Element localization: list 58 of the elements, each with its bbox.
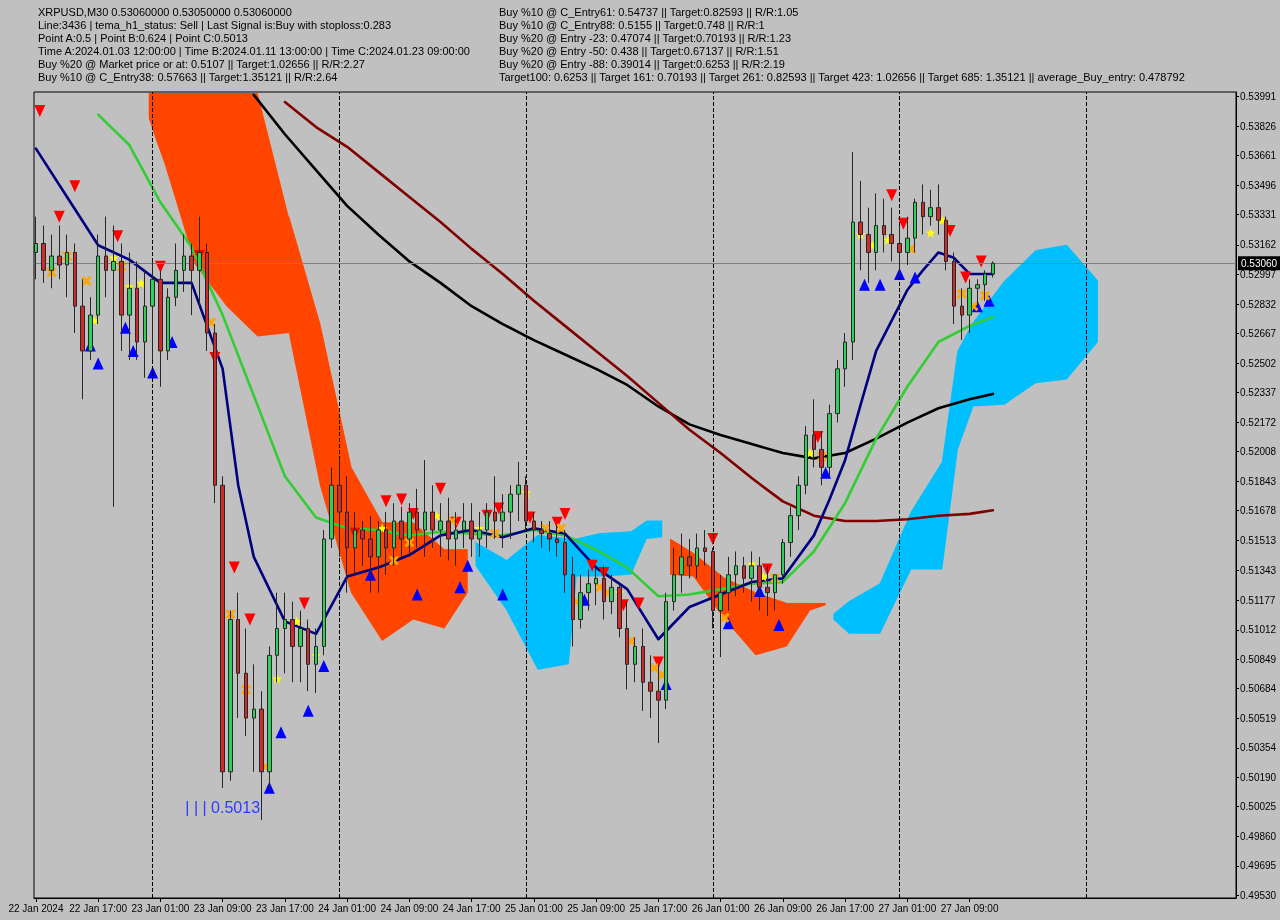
- x-tick-label: 26 Jan 09:00: [753, 902, 813, 914]
- y-tick-label: 0.52172: [1240, 416, 1277, 428]
- x-tick-label: 24 Jan 01:00: [318, 902, 377, 914]
- y-tick-label: 0.49695: [1240, 860, 1277, 872]
- y-tick-label: 0.51177: [1240, 594, 1276, 606]
- y-tick-label: 0.50849: [1240, 653, 1277, 665]
- y-tick-label: 0.52502: [1240, 357, 1277, 369]
- x-tick-label: 25 Jan 17:00: [629, 902, 688, 914]
- chart-title: XRPUSD,M30 0.53060000 0.53050000 0.53060000: [38, 5, 292, 18]
- text: Target100: 0.6253 || Target 161: 0.70193 || Target 261: 0.82593 || Target 423: 1.02656 || Target 685: 1.35121 || average_Buy_entry: 0.478792: [498, 70, 1185, 83]
- y-tick-label: 0.50684: [1240, 683, 1277, 695]
- y-tick-label: 0.51343: [1240, 565, 1277, 577]
- x-tick-label: 25 Jan 01:00: [504, 902, 564, 914]
- y-tick-label: 0.52008: [1240, 446, 1277, 458]
- y-tick-label: 0.53826: [1240, 120, 1277, 132]
- x-tick-label: 23 Jan 01:00: [131, 902, 190, 914]
- x-tick-label: 24 Jan 17:00: [442, 902, 501, 914]
- y-tick-label: 0.51012: [1240, 624, 1277, 636]
- y-tick-label: 0.52997: [1240, 268, 1277, 280]
- x-tick-label: 27 Jan 01:00: [878, 902, 937, 914]
- text: Buy %20 @ Entry -50: 0.438 || Target:0.67137 || R/R:1.51: [498, 44, 779, 57]
- y-tick-label: 0.53661: [1240, 150, 1277, 162]
- text: Buy %10 @ C_Entry38: 0.57663 || Target:1.35121 || R/R:2.64: [38, 70, 338, 83]
- text: Buy %20 @ Entry -88: 0.39014 || Target:0.6253 || R/R:2.19: [498, 57, 785, 70]
- annotation: | | | 0.5013: [185, 799, 261, 817]
- text: Buy %10 @ C_Entry61: 0.54737 || Target:0.82593 || R/R:1.05: [498, 5, 799, 18]
- x-tick-label: 26 Jan 17:00: [816, 902, 875, 914]
- x-tick-label: 26 Jan 01:00: [691, 902, 750, 914]
- y-tick-label: 0.53991: [1240, 90, 1277, 102]
- y-tick-label: 0.53162: [1240, 239, 1277, 251]
- text: Buy %20 @ Entry -23: 0.47074 || Target:0.70193 || R/R:1.23: [498, 31, 792, 44]
- y-tick-label: 0.50519: [1240, 712, 1277, 724]
- y-tick-label: 0.51513: [1240, 534, 1277, 546]
- x-tick-label: 22 Jan 17:00: [69, 902, 128, 914]
- y-tick-label: 0.49860: [1240, 830, 1277, 842]
- y-tick-label: 0.51843: [1240, 475, 1277, 487]
- y-tick-label: 0.52667: [1240, 328, 1277, 340]
- y-tick-label: 0.53496: [1240, 179, 1277, 191]
- text: Buy %10 @ C_Entry88: 0.5155 || Target:0.748 || R/R:1: [498, 18, 765, 31]
- text: Point A:0.5 | Point B:0.624 | Point C:0.5013: [38, 31, 248, 44]
- y-tick-label: 0.50190: [1240, 771, 1277, 783]
- x-tick-label: 24 Jan 09:00: [380, 902, 439, 914]
- text: Time A:2024.01.03 12:00:00 | Time B:2024.01.11 13:00:00 | Time C:2024.01.23 09:00:00: [38, 44, 470, 57]
- ref-line-label: 0.53060: [1241, 257, 1278, 269]
- x-tick-label: 22 Jan 2024: [8, 902, 64, 914]
- x-tick-label: 27 Jan 09:00: [940, 902, 999, 914]
- y-tick-label: 0.52832: [1240, 298, 1277, 310]
- y-tick-label: 0.49530: [1240, 889, 1277, 901]
- y-tick-label: 0.50354: [1240, 742, 1277, 754]
- text: Line:3436 | tema_h1_status: Sell | Last Signal is:Buy with stoploss:0.283: [38, 18, 392, 31]
- y-tick-label: 0.53331: [1240, 209, 1277, 221]
- text: Buy %20 @ Market price or at: 0.5107 || Target:1.02656 || R/R:2.27: [38, 57, 365, 70]
- x-tick-label: 25 Jan 09:00: [567, 902, 626, 914]
- x-tick-label: 23 Jan 17:00: [255, 902, 315, 914]
- y-tick-label: 0.51678: [1240, 505, 1277, 517]
- x-tick-label: 23 Jan 09:00: [193, 902, 253, 914]
- y-tick-label: 0.50025: [1240, 801, 1277, 813]
- y-tick-label: 0.52337: [1240, 387, 1277, 399]
